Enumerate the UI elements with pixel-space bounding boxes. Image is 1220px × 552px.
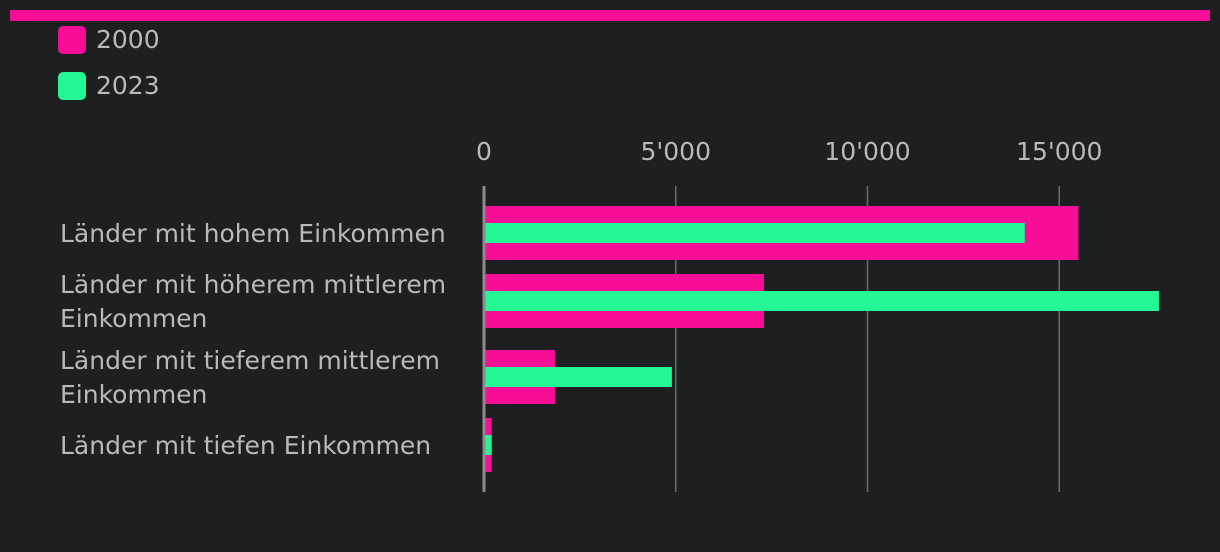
bar-2023-2 — [484, 367, 672, 387]
bar-2023-3 — [484, 435, 492, 455]
tick-label-0: 0 — [476, 137, 492, 166]
bar-2023-0 — [484, 223, 1025, 243]
category-label-3-0: Länder mit tiefen Einkommen — [60, 431, 431, 460]
legend-swatch-2023 — [58, 72, 86, 100]
legend-swatch-2000 — [58, 26, 86, 54]
legend: 2000 2023 — [58, 26, 160, 118]
legend-label-2023: 2023 — [96, 71, 160, 100]
category-label-1-1: Einkommen — [60, 304, 207, 333]
legend-item-2023[interactable]: 2023 — [58, 72, 160, 100]
legend-item-2000[interactable]: 2000 — [58, 26, 160, 54]
category-label-2-0: Länder mit tieferem mittlerem — [60, 346, 440, 375]
tick-label-2: 10'000 — [824, 137, 910, 166]
bar-2023-1 — [484, 291, 1159, 311]
tick-label-3: 15'000 — [1016, 137, 1102, 166]
accent-bar — [10, 10, 1210, 21]
legend-label-2000: 2000 — [96, 25, 160, 54]
category-label-0-0: Länder mit hohem Einkommen — [60, 219, 446, 248]
category-label-1-0: Länder mit höherem mittlerem — [60, 270, 446, 299]
tick-label-1: 5'000 — [641, 137, 712, 166]
category-label-2-1: Einkommen — [60, 380, 207, 409]
